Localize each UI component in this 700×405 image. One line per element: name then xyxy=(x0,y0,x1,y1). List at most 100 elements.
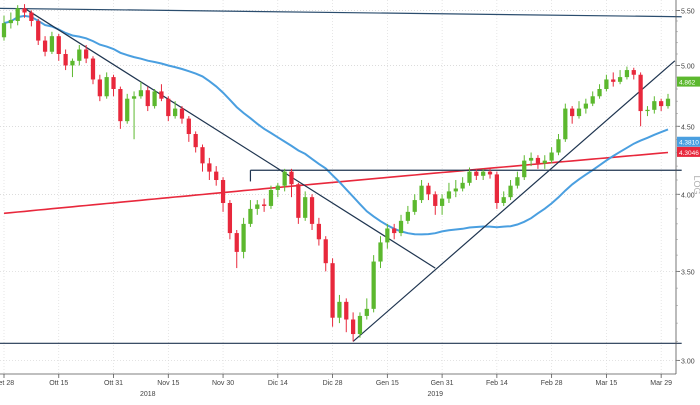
candle-body xyxy=(645,109,650,112)
last-price-label: 4.3810 xyxy=(679,140,699,147)
candle xyxy=(49,31,55,54)
candle xyxy=(371,255,376,313)
candle xyxy=(8,12,13,29)
candle xyxy=(29,10,34,27)
candle-body xyxy=(131,96,137,99)
candle-body xyxy=(398,220,404,234)
candle-body xyxy=(604,79,609,90)
candle-body xyxy=(378,242,383,262)
y-tick-label: 3.00 xyxy=(681,358,695,365)
candle-body xyxy=(22,8,27,13)
candle xyxy=(36,18,41,46)
candle-body xyxy=(357,315,363,335)
candle xyxy=(481,168,486,181)
candle xyxy=(145,86,150,112)
candle xyxy=(56,33,61,61)
candle xyxy=(268,185,274,209)
candle-body xyxy=(268,189,274,206)
candle xyxy=(460,177,465,192)
candle-body xyxy=(104,77,109,97)
moving-average-red-line xyxy=(3,151,669,215)
candle xyxy=(42,36,48,57)
candle-body xyxy=(1,23,7,38)
candle-body xyxy=(467,171,472,183)
candle-body xyxy=(234,233,239,252)
x-tick-label: Gen 31 xyxy=(431,380,454,387)
candle xyxy=(638,72,643,127)
log-scale-label: LOG xyxy=(692,175,700,194)
candle xyxy=(179,106,185,124)
candle-body xyxy=(97,79,102,97)
candle-body xyxy=(563,108,568,140)
candle xyxy=(77,45,82,66)
candle-body xyxy=(508,185,513,198)
candle xyxy=(303,191,308,221)
candle xyxy=(652,96,657,114)
candle xyxy=(453,180,458,198)
candle-body xyxy=(597,89,602,97)
candle xyxy=(22,4,27,18)
candle-body xyxy=(439,198,445,206)
y-tick-label: 3.50 xyxy=(681,269,695,276)
candle-body xyxy=(528,157,534,161)
candle-body xyxy=(364,308,369,316)
x-year-label: 2018 xyxy=(140,391,156,398)
x-tick-label: Feb 28 xyxy=(541,380,563,387)
candle-body xyxy=(193,134,198,148)
candle-body xyxy=(282,171,287,186)
candle xyxy=(193,131,198,153)
y-tick-label: 5.00 xyxy=(681,63,695,70)
candle xyxy=(97,74,102,102)
candle-body xyxy=(433,194,438,206)
candle-body xyxy=(207,163,212,172)
candle xyxy=(624,66,630,80)
candle-body xyxy=(570,108,575,117)
candle-body xyxy=(652,101,657,110)
candle-body xyxy=(487,171,493,175)
candle-body xyxy=(186,118,191,135)
candle-body xyxy=(70,60,75,66)
candle-body xyxy=(56,36,61,54)
candle xyxy=(392,223,397,240)
y-tick-label: 5.50 xyxy=(681,8,695,15)
x-tick-label: Ott 31 xyxy=(104,380,123,387)
candle-body xyxy=(138,90,144,97)
candle xyxy=(309,194,315,230)
candle-body xyxy=(323,239,328,264)
x-year-label: 2019 xyxy=(427,391,443,398)
candle xyxy=(248,200,253,227)
candle-body xyxy=(152,91,157,107)
candle xyxy=(186,116,191,142)
x-tick-label: Set 28 xyxy=(0,380,14,387)
candle-body xyxy=(330,263,335,318)
candle xyxy=(528,152,534,167)
candle-body xyxy=(262,204,267,206)
candle-body xyxy=(84,49,89,59)
candle xyxy=(316,217,322,246)
candle xyxy=(570,106,575,124)
x-tick-label: Ott 15 xyxy=(49,380,68,387)
candle xyxy=(1,15,7,41)
candle-body xyxy=(255,204,260,209)
last-price-badge xyxy=(677,136,700,147)
candle-body xyxy=(29,12,34,21)
candle xyxy=(659,98,664,112)
last-price-label: 4.3046 xyxy=(679,150,699,157)
candle xyxy=(433,191,438,215)
candle-body xyxy=(275,185,280,190)
candle-body xyxy=(214,171,219,181)
candle xyxy=(501,191,506,206)
candle-body xyxy=(111,77,116,90)
candle xyxy=(590,91,595,107)
candle xyxy=(166,96,171,122)
candle xyxy=(350,312,356,342)
candle-body xyxy=(617,77,623,82)
candle xyxy=(583,98,588,114)
candle-body xyxy=(200,147,205,164)
candle xyxy=(597,84,602,99)
candle-body xyxy=(8,19,13,24)
candle xyxy=(535,155,541,169)
candle-body xyxy=(419,185,424,201)
candle xyxy=(131,91,137,140)
candle-body xyxy=(460,182,465,189)
